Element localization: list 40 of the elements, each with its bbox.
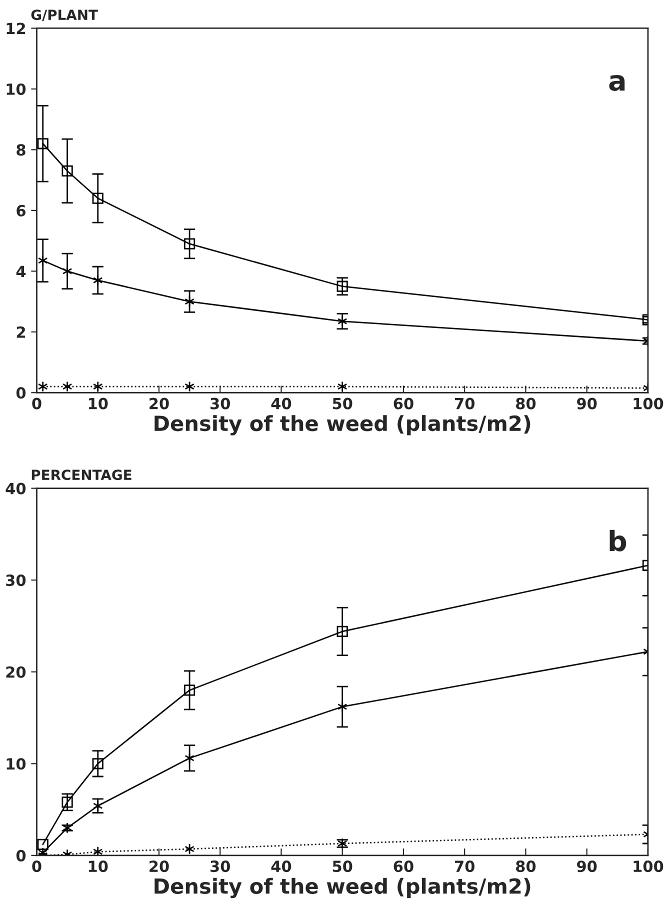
x-tick-label: 90: [577, 398, 597, 410]
y-tick-label: 10: [6, 83, 26, 95]
x-tick-label: 50: [332, 860, 352, 872]
x-tick-label: 40: [271, 398, 292, 410]
x-tick-label: 30: [210, 398, 230, 410]
x-tick-label: 60: [394, 860, 414, 872]
y-tick-label: 12: [6, 22, 25, 34]
x-tick-label: 20: [150, 398, 169, 410]
y-axis-title: PERCENTAGE: [32, 470, 132, 480]
x-tick-label: 0: [32, 860, 42, 872]
x-tick-label: 50: [332, 398, 352, 410]
x-tick-label: 100: [634, 398, 664, 410]
x-tick-label: 70: [454, 398, 474, 410]
annotation: a: [609, 75, 625, 91]
y-tick-label: 10: [6, 758, 26, 770]
y-tick-label: 30: [6, 574, 26, 586]
x-tick-label: 60: [394, 398, 414, 410]
x-axis-title: Density of the weed (plants/m2): [154, 415, 530, 436]
x-tick-label: 10: [88, 860, 108, 872]
x-tick-label: 40: [271, 860, 292, 872]
y-tick-label: 2: [16, 326, 25, 338]
x-tick-label: 30: [210, 860, 230, 872]
x-tick-label: 80: [516, 398, 536, 410]
x-tick-label: 70: [454, 860, 474, 872]
y-tick-label: 6: [16, 204, 26, 216]
x-tick-label: 10: [88, 398, 108, 410]
annotation: b: [610, 530, 626, 552]
y-tick-label: 8: [16, 144, 26, 156]
x-tick-label: 100: [634, 860, 664, 872]
x-tick-label: 20: [150, 860, 169, 872]
y-tick-label: 4: [16, 266, 26, 277]
y-tick-label: 40: [6, 482, 26, 494]
y-tick-label: 20: [6, 666, 26, 678]
y-tick-label: 0: [16, 850, 26, 862]
x-tick-label: 80: [516, 860, 536, 872]
x-tick-label: 90: [577, 860, 597, 872]
y-axis-title: G/PLANT: [31, 10, 98, 22]
x-axis-title: Density of the weed (plants/m2): [154, 878, 530, 898]
x-tick-label: 0: [32, 398, 42, 410]
y-tick-label: 0: [16, 387, 26, 399]
